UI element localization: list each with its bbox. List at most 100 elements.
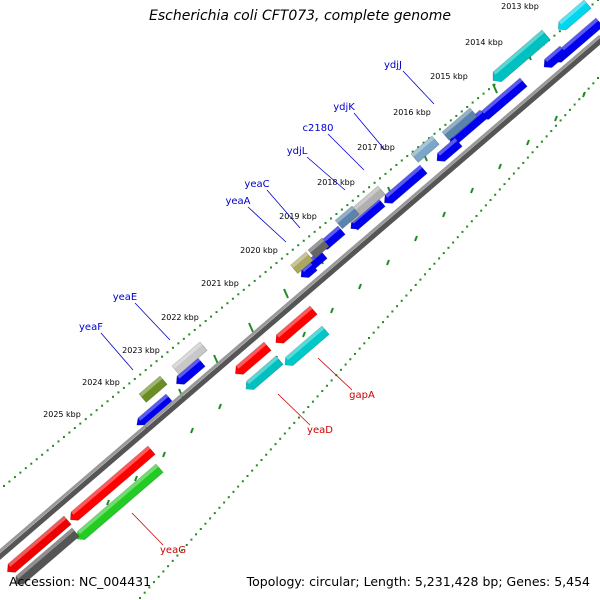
gene-block-forward-other <box>436 137 463 162</box>
reverse-dotted-guide <box>246 474 249 477</box>
reverse-dotted-guide <box>578 98 581 101</box>
gene-block-reverse-red-2-highlight <box>8 516 67 567</box>
gene-label-yeaD: yeaD <box>307 425 333 436</box>
forward-dotted-guide <box>79 422 82 425</box>
reverse-dotted-guide <box>223 501 226 504</box>
gene-block-yeaE <box>171 341 208 375</box>
forward-dotted-guide <box>122 386 125 389</box>
reverse-dotted-guide <box>311 400 314 403</box>
reverse-dotted-guide <box>391 310 394 313</box>
forward-dotted-guide <box>553 34 556 37</box>
backbone-layer <box>0 34 600 560</box>
gene-label-ydjK: ydjK <box>333 102 355 113</box>
reverse-dotted-guide <box>498 188 501 191</box>
forward-dotted-guide <box>351 199 354 202</box>
leader-line-yeaF <box>100 332 134 371</box>
kbp-tick-label: 2015 kbp <box>430 72 468 81</box>
forward-dotted-guide <box>335 213 338 216</box>
forward-dotted-guide <box>324 221 327 224</box>
label-layer: 2013 kbp 2014 kbp 2015 kbp 2016 kbp 2017 kbp… <box>43 2 539 556</box>
forward-dotted-guide <box>373 181 376 184</box>
gene-block-ydjK-highlight <box>411 136 435 157</box>
reverse-dotted-guide <box>597 77 599 79</box>
gene-block-forward-teal-highlight <box>493 30 545 75</box>
forward-dotted-guide <box>444 123 447 126</box>
leader-line-ydjL <box>306 156 346 191</box>
forward-dotted-guide <box>357 195 360 198</box>
gene-block-reverse-cyan <box>245 355 284 390</box>
forward-dotted-guide <box>389 168 392 171</box>
leader-line-ydjJ <box>402 70 435 105</box>
reverse-dotted-guide <box>358 347 361 350</box>
kbp-tick-mark <box>248 322 254 333</box>
gene-block-forward-other-highlight <box>177 358 201 379</box>
kbp-tick-label: 2021 kbp <box>201 279 239 288</box>
gene-block-yeaD <box>284 325 330 366</box>
minor-tick <box>386 259 390 266</box>
forward-dotted-guide <box>226 302 229 305</box>
backbone-shadow <box>0 38 600 560</box>
forward-dotted-guide <box>90 413 93 416</box>
minor-tick <box>554 115 558 122</box>
reverse-dotted-guide <box>157 575 160 578</box>
forward-dotted-guide <box>95 409 98 412</box>
gene-block-ydjJ-highlight <box>442 108 473 135</box>
forward-dotted-guide <box>215 311 218 314</box>
reverse-dotted-guide <box>139 597 141 599</box>
reverse-dotted-guide <box>396 305 399 308</box>
reverse-dotted-guide <box>227 496 230 499</box>
reverse-dotted-guide <box>550 130 553 133</box>
kbp-tick-label: 2016 kbp <box>393 108 431 117</box>
reverse-dotted-guide <box>251 469 254 472</box>
gene-block-yeaC-highlight <box>308 238 325 253</box>
forward-dotted-guide <box>35 458 38 461</box>
reverse-dotted-guide <box>475 214 478 217</box>
forward-dotted-guide <box>133 377 136 380</box>
forward-dotted-guide <box>313 230 316 233</box>
minor-tick <box>414 235 418 242</box>
forward-dotted-guide <box>3 485 5 487</box>
reverse-dotted-guide <box>531 151 534 154</box>
forward-dotted-guide <box>308 235 311 238</box>
forward-dotted-guide <box>84 418 87 421</box>
gene-block-ydjJ <box>441 107 478 141</box>
forward-dotted-guide <box>128 382 131 385</box>
kbp-tick-mark <box>178 388 184 399</box>
forward-dotted-guide <box>188 333 191 336</box>
forward-dotted-guide <box>395 163 398 166</box>
minor-tick <box>498 163 502 170</box>
kbp-tick-label: 2025 kbp <box>43 410 81 419</box>
reverse-dotted-guide <box>167 565 170 568</box>
reverse-dotted-guide <box>452 241 455 244</box>
minor-tick <box>358 283 362 290</box>
forward-dotted-guide <box>406 155 409 158</box>
gene-block-reverse-red <box>235 341 272 375</box>
kbp-tick-label: 2013 kbp <box>501 2 539 11</box>
forward-dotted-guide <box>346 204 349 207</box>
reverse-dotted-guide <box>480 209 483 212</box>
gene-block-yeaF <box>138 375 168 403</box>
reverse-dotted-guide <box>540 140 543 143</box>
leader-line-c2180 <box>327 133 365 171</box>
forward-dotted-guide <box>193 328 196 331</box>
forward-dotted-guide <box>433 132 436 135</box>
reverse-dotted-guide <box>269 448 272 451</box>
accession-text: Accession: NC_004431 <box>9 574 152 589</box>
forward-dotted-guide <box>253 279 256 282</box>
reverse-dotted-guide <box>592 82 595 85</box>
forward-dotted-guide <box>488 88 491 91</box>
forward-dotted-guide <box>477 97 480 100</box>
reverse-dotted-guide <box>349 358 352 361</box>
forward-dotted-guide <box>275 262 278 265</box>
feature-layer <box>7 0 600 585</box>
reverse-dotted-guide <box>241 480 244 483</box>
forward-dotted-guide <box>248 284 251 287</box>
reverse-dotted-guide <box>470 220 473 223</box>
gene-block-gapA <box>275 305 318 344</box>
gene-block-forward-small <box>136 393 173 426</box>
gene-block-yeaG-highlight <box>71 446 151 515</box>
gene-block-gapA-highlight <box>276 306 313 338</box>
reverse-dotted-guide <box>185 543 188 546</box>
gene-block-forward-other-highlight <box>320 226 341 244</box>
